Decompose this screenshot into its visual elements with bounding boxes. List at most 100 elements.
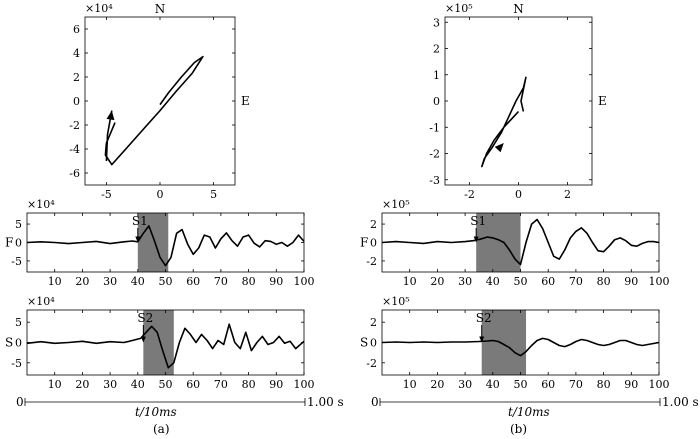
a_F-xtick-label: 40 xyxy=(131,275,145,288)
a_F-ytick-label: -5 xyxy=(11,255,22,268)
a_hodogram-ytick-label: 0 xyxy=(73,95,80,108)
b_hodogram-ytick-label: 3 xyxy=(433,16,440,29)
b_F-xtick-label: 90 xyxy=(624,275,638,288)
b_F-marker-arrow xyxy=(473,236,479,243)
a_S-xtick-label: 30 xyxy=(103,378,117,391)
a_F-xtick-label: 20 xyxy=(75,275,89,288)
b_S-ytick-label: -2 xyxy=(366,357,377,370)
a_hodogram-exponent-label: ×10⁴ xyxy=(85,2,113,15)
a_F-xtick-label: 100 xyxy=(294,275,315,288)
b_S-series-trace xyxy=(381,337,660,357)
time-end-b: 1.00 s xyxy=(662,395,699,409)
a_F-xtick-label: 30 xyxy=(103,275,117,288)
a_S-shaded-window xyxy=(143,310,174,375)
b_F-ytick-label: 0 xyxy=(370,237,377,250)
a_hodogram-ytick-label: 6 xyxy=(73,23,80,36)
b_hodogram-ytick-label: -3 xyxy=(429,174,440,187)
a_hodogram-ytick-label: -2 xyxy=(69,119,80,132)
b_F-xtick-label: 60 xyxy=(541,275,555,288)
a_F-ytick-label: 5 xyxy=(15,218,22,231)
b_S-marker-arrow xyxy=(479,336,485,343)
a_hodogram-arrow-head xyxy=(106,110,115,121)
b_S-ytick-label: 0 xyxy=(370,337,377,350)
a_F-xtick-label: 90 xyxy=(269,275,283,288)
b_S-xtick-label: 60 xyxy=(541,378,555,391)
a_F-ylabel: F xyxy=(5,236,13,250)
b_S-xtick-label: 100 xyxy=(649,378,670,391)
b_S-xtick-label: 70 xyxy=(569,378,583,391)
a_S-ytick-label: 5 xyxy=(15,316,22,329)
b_F-xtick-label: 10 xyxy=(403,275,417,288)
time-label-a: t/10ms xyxy=(135,405,177,419)
b_S-xtick-label: 90 xyxy=(624,378,638,391)
b_hodogram-title: N xyxy=(513,2,524,16)
a_S-exponent-label: ×10⁴ xyxy=(27,295,55,308)
time-start-a: 0 xyxy=(16,395,24,409)
a_hodogram-xtick-label: -5 xyxy=(101,188,112,201)
b_hodogram-ytick-label: 1 xyxy=(433,69,440,82)
a_F-xtick-label: 10 xyxy=(48,275,62,288)
a_hodogram-side-label: E xyxy=(241,94,250,108)
a_S-xtick-label: 40 xyxy=(131,378,145,391)
b_S-shaded-window xyxy=(481,310,527,375)
a_S-xtick-label: 20 xyxy=(75,378,89,391)
b_S-xtick-label: 20 xyxy=(430,378,444,391)
panel-caption-b: (b) xyxy=(510,422,527,436)
b_F-xtick-label: 100 xyxy=(649,275,670,288)
a_hodogram-ytick-label: -4 xyxy=(69,143,80,156)
a_hodogram-ytick-label: 4 xyxy=(73,47,80,60)
b_hodogram-xtick-label: 2 xyxy=(564,188,571,201)
a_hodogram-ytick-label: 2 xyxy=(73,71,80,84)
a_S-ylabel: S xyxy=(5,336,13,350)
a_F-ytick-label: 0 xyxy=(15,237,22,250)
b_hodogram-arrow-head xyxy=(494,143,504,153)
b_F-ytick-label: 2 xyxy=(370,218,377,231)
a_S-xtick-label: 60 xyxy=(186,378,200,391)
b_F-ytick-label: -2 xyxy=(366,255,377,268)
b_hodogram-axes-frame xyxy=(444,16,593,186)
a_S-marker-label: S2 xyxy=(137,311,153,325)
a_hodogram-xtick-label: 0 xyxy=(157,188,164,201)
b_S-xtick-label: 30 xyxy=(458,378,472,391)
a_hodogram-ytick-label: -6 xyxy=(69,167,80,180)
b_S-ylabel: S xyxy=(360,336,368,350)
b_hodogram-ytick-label: 2 xyxy=(433,43,440,56)
a_hodogram-xtick-label: 5 xyxy=(210,188,217,201)
time-label-b: t/10ms xyxy=(508,405,550,419)
text-layer: -5 0 5 -6 -4 -2 0 2 4 6 ×10⁴ N E -2 0 2 -3 -2 -1 0 1 2 3 ×10⁵ N E… xyxy=(5,2,670,391)
a_F-xtick-label: 70 xyxy=(214,275,228,288)
a_F-marker-arrow xyxy=(135,236,141,243)
b_hodogram-xtick-label: -2 xyxy=(464,188,475,201)
b_F-xtick-label: 80 xyxy=(597,275,611,288)
a_hodogram-title: N xyxy=(155,2,166,16)
b_F-marker-label: S1 xyxy=(470,214,486,228)
b_F-series-trace xyxy=(381,218,660,266)
b_S-xtick-label: 50 xyxy=(514,378,528,391)
b_S-exponent-label: ×10⁵ xyxy=(382,295,410,308)
a_S-xtick-label: 100 xyxy=(294,378,315,391)
b_hodogram-xtick-label: 0 xyxy=(515,188,522,201)
a_S-xtick-label: 90 xyxy=(269,378,283,391)
a_F-xtick-label: 80 xyxy=(242,275,256,288)
shade-layer xyxy=(137,213,527,375)
b_F-xtick-label: 70 xyxy=(569,275,583,288)
b_S-marker-label: S2 xyxy=(476,311,492,325)
b_S-xtick-label: 10 xyxy=(403,378,417,391)
b_hodogram-ytick-label: -1 xyxy=(429,121,440,134)
panel-caption-a: (a) xyxy=(153,422,170,436)
a_F-xtick-label: 50 xyxy=(159,275,173,288)
a_F-marker-label: S1 xyxy=(132,214,148,228)
b_S-xtick-label: 40 xyxy=(486,378,500,391)
b_S-ytick-label: 2 xyxy=(370,316,377,329)
a_S-ytick-label: 0 xyxy=(15,337,22,350)
a_S-xtick-label: 80 xyxy=(242,378,256,391)
time-start-b: 0 xyxy=(371,395,379,409)
b_hodogram-exponent-label: ×10⁵ xyxy=(445,2,473,15)
b_S-xtick-label: 80 xyxy=(597,378,611,391)
traces-layer xyxy=(26,55,660,369)
b_F-xtick-label: 40 xyxy=(486,275,500,288)
a_F-exponent-label: ×10⁴ xyxy=(27,198,55,211)
b_hodogram-side-label: E xyxy=(598,94,607,108)
a_S-ytick-label: -5 xyxy=(11,357,22,370)
